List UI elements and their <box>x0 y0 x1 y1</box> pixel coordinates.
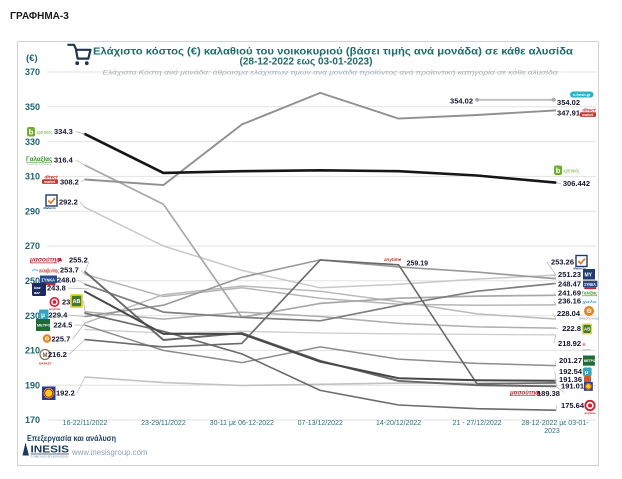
svg-text:347.91: 347.91 <box>557 109 580 118</box>
svg-text:μ: μ <box>585 370 589 376</box>
svg-text:236.16: 236.16 <box>558 297 581 306</box>
svg-text:aar: aar <box>34 290 40 295</box>
svg-text:218.92: 218.92 <box>558 339 581 348</box>
svg-text:ΑΒ: ΑΒ <box>584 327 590 332</box>
svg-text:(28-12-2022 εως 03-01-2023): (28-12-2022 εως 03-01-2023) <box>240 57 373 68</box>
svg-text:Θ: Θ <box>586 308 591 315</box>
svg-text:ΜΕΤΡΟ: ΜΕΤΡΟ <box>584 359 596 363</box>
svg-text:ΘΑΝΟΠΟΥΛΟΣ: ΘΑΝΟΠΟΥΛΟΣ <box>579 317 599 321</box>
svg-text:η αλυσίδα της γεύσης: η αλυσίδα της γεύσης <box>27 162 53 166</box>
svg-text:(€): (€) <box>26 53 38 64</box>
svg-text:290: 290 <box>25 206 40 216</box>
svg-text:253.26: 253.26 <box>551 258 574 267</box>
svg-text:14-20/12/2022: 14-20/12/2022 <box>376 420 421 427</box>
svg-text:189.38: 189.38 <box>537 389 560 398</box>
svg-text:b: b <box>556 166 561 175</box>
svg-text:350: 350 <box>25 102 40 112</box>
svg-text:ΜΑΡΚΕΤ: ΜΑΡΚΕΤ <box>39 362 52 366</box>
svg-text:23: 23 <box>62 298 70 307</box>
svg-text:229.4: 229.4 <box>49 311 69 320</box>
svg-text:354.02: 354.02 <box>450 97 473 106</box>
svg-text:b: b <box>29 128 34 137</box>
svg-text:κρητικός: κρητικός <box>37 129 53 136</box>
svg-text:222.8: 222.8 <box>562 324 581 333</box>
svg-text:259.19: 259.19 <box>407 261 429 268</box>
svg-text:ΜΕΤΡΟ: ΜΕΤΡΟ <box>37 324 51 328</box>
svg-text:ΑΒ: ΑΒ <box>73 299 81 305</box>
svg-text:www.inesisgroup.com: www.inesisgroup.com <box>71 448 147 457</box>
svg-text:216.2: 216.2 <box>48 350 67 359</box>
svg-text:2023: 2023 <box>544 428 560 435</box>
svg-text:243.8: 243.8 <box>47 284 66 293</box>
svg-text:Θ: Θ <box>45 336 50 342</box>
svg-text:308.2: 308.2 <box>60 178 79 187</box>
svg-text:330: 330 <box>25 137 40 147</box>
svg-text:ΣΥΝΚΑ: ΣΥΝΚΑ <box>584 282 596 287</box>
svg-text:κρητικός: κρητικός <box>564 167 580 174</box>
svg-text:21 - 27/12/2022: 21 - 27/12/2022 <box>452 420 501 427</box>
svg-text:175.64: 175.64 <box>561 401 585 410</box>
svg-text:310: 310 <box>25 172 40 182</box>
svg-text:306.442: 306.442 <box>563 179 590 188</box>
svg-text:ΓΡΑΦΗΜΑ-3: ΓΡΑΦΗΜΑ-3 <box>10 11 69 22</box>
svg-text:30-11 με 06-12-2022: 30-11 με 06-12-2022 <box>210 420 274 427</box>
svg-text:σκλαβενίτης: σκλαβενίτης <box>39 268 59 274</box>
svg-text:μ: μ <box>41 312 45 319</box>
svg-text:χαλκ: χαλκ <box>581 299 598 304</box>
svg-text:251.23: 251.23 <box>558 270 581 279</box>
svg-text:170: 170 <box>25 415 40 425</box>
svg-text:292.2: 292.2 <box>59 198 78 207</box>
svg-text:255.2: 255.2 <box>69 256 88 265</box>
svg-text:ΣΥΜΒΟΥΛΟΙ ΕΠΙΧΕΙΡΗΣΕΩΝ: ΣΥΜΒΟΥΛΟΙ ΕΠΙΧΕΙΡΗΣΕΩΝ <box>31 455 69 459</box>
svg-text:07-13/12/2022: 07-13/12/2022 <box>298 420 343 427</box>
svg-text:Μ: Μ <box>43 353 48 359</box>
svg-text:market: market <box>44 180 56 184</box>
svg-text:225.7: 225.7 <box>52 335 71 344</box>
svg-text:334.3: 334.3 <box>54 127 73 136</box>
svg-text:anytime: anytime <box>584 411 596 415</box>
svg-text:anytime: anytime <box>384 257 402 262</box>
svg-text:248.47: 248.47 <box>558 280 581 289</box>
svg-text:370: 370 <box>25 67 40 77</box>
svg-text:23-29/11/2022: 23-29/11/2022 <box>141 420 186 427</box>
svg-text:224.5: 224.5 <box>54 321 73 330</box>
svg-text:192.2: 192.2 <box>56 389 75 398</box>
svg-text:16-22/11/2022: 16-22/11/2022 <box>63 420 108 427</box>
svg-text:253.7: 253.7 <box>60 266 79 275</box>
svg-text:316.4: 316.4 <box>54 156 74 165</box>
svg-text:354.02: 354.02 <box>557 98 580 107</box>
svg-text:191.01: 191.01 <box>561 382 584 391</box>
svg-text:201.27: 201.27 <box>559 356 582 365</box>
svg-text:28-12-2022 με 03-01-: 28-12-2022 με 03-01- <box>521 420 589 427</box>
svg-text:e-fresh.gr: e-fresh.gr <box>573 93 591 97</box>
svg-text:market: market <box>582 348 591 352</box>
svg-text:market: market <box>582 113 594 117</box>
svg-text:ΣΥΝΚΑ: ΣΥΝΚΑ <box>42 278 56 284</box>
svg-text:270: 270 <box>25 241 40 251</box>
svg-text:Ελάχιστα Κόστη ανά μονάδα: άθρ: Ελάχιστα Κόστη ανά μονάδα: άθροισμα ελάχ… <box>103 69 558 77</box>
svg-text:Επεξεργασία και ανάλυση: Επεξεργασία και ανάλυση <box>27 434 116 443</box>
svg-text:Market In: Market In <box>44 206 57 210</box>
svg-text:ΜΥ: ΜΥ <box>585 273 593 279</box>
svg-text:228.04: 228.04 <box>557 309 581 318</box>
svg-text:210: 210 <box>25 346 40 356</box>
svg-text:190: 190 <box>25 380 40 390</box>
